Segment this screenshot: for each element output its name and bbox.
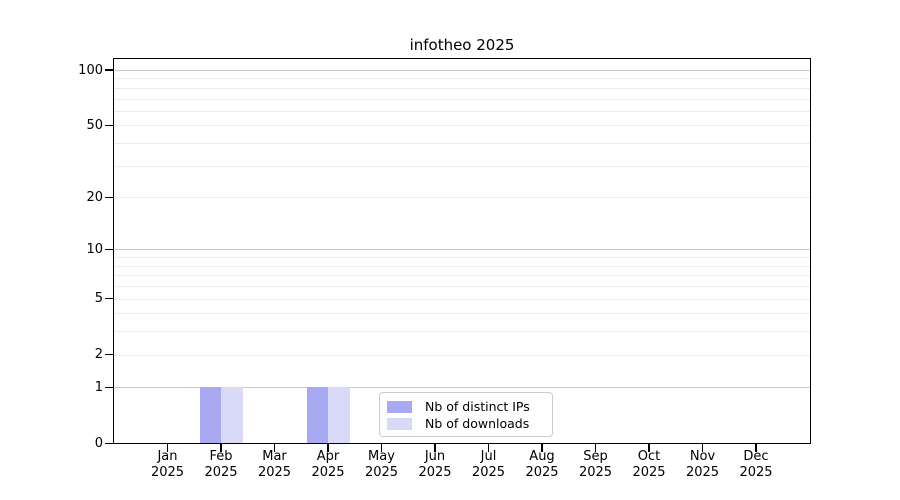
x-tick — [166, 444, 169, 452]
y-tick-label: 20 — [86, 189, 103, 205]
legend-item-downloads: Nb of downloads — [387, 416, 544, 432]
gridline — [113, 110, 811, 112]
bar-downloads-feb — [221, 387, 243, 444]
x-tick-label: Apr 2025 — [311, 449, 345, 480]
x-tick-label: Sep 2025 — [578, 449, 613, 480]
y-tick — [105, 297, 113, 300]
y-tick-label: 100 — [78, 62, 103, 78]
gridline — [113, 165, 811, 167]
x-tick — [487, 444, 490, 452]
gridline — [113, 70, 811, 71]
x-tick — [541, 444, 543, 452]
y-tick-label: 5 — [94, 291, 103, 306]
legend-label-distinct-ips: Nb of distinct IPs — [425, 399, 530, 414]
y-tick-label: 0 — [94, 436, 103, 451]
x-tick — [755, 444, 757, 452]
x-tick-label: Feb 2025 — [204, 449, 238, 480]
gridline — [113, 143, 811, 144]
x-tick-label: Aug 2025 — [525, 449, 559, 480]
x-tick — [327, 444, 329, 452]
y-tick-label: 1 — [94, 379, 103, 395]
x-tick-label: Jun 2025 — [418, 449, 452, 480]
legend-swatch-downloads — [387, 418, 412, 430]
gridline — [113, 257, 811, 259]
legend-swatch-distinct-ips — [387, 401, 412, 413]
x-tick-label: Mar 2025 — [257, 449, 292, 480]
legend-label-downloads: Nb of downloads — [425, 416, 530, 431]
x-tick — [220, 444, 222, 452]
y-tick — [105, 196, 113, 198]
gridline — [113, 331, 811, 333]
gridline — [113, 286, 811, 287]
y-tick-label: 2 — [94, 347, 103, 363]
y-tick — [105, 386, 113, 388]
y-tick — [105, 442, 113, 445]
gridline — [113, 354, 811, 356]
y-tick — [105, 69, 113, 71]
x-tick — [434, 444, 436, 452]
y-tick-label: 10 — [86, 241, 103, 257]
x-tick-label: Oct 2025 — [632, 449, 666, 480]
legend-item-distinct-ips: Nb of distinct IPs — [387, 399, 544, 415]
plot-frame — [113, 58, 811, 444]
gridline — [113, 275, 811, 277]
y-tick — [105, 248, 113, 250]
gridline — [113, 249, 811, 251]
gridline — [113, 98, 811, 100]
gridline — [113, 298, 811, 300]
plot-area: 0 1 2 5 10 20 50 100 Jan 2025 Feb 2025 Mar 2025 Apr… — [78, 58, 811, 480]
y-tick-label: 50 — [86, 117, 103, 133]
gridline — [113, 387, 811, 389]
y-tick — [105, 124, 113, 126]
x-tick-label: Jul 2025 — [471, 449, 506, 480]
gridline — [113, 78, 811, 80]
gridline — [113, 265, 811, 267]
bar-downloads-apr — [328, 387, 350, 444]
gridline — [113, 197, 811, 199]
x-tick — [648, 444, 650, 452]
x-tick — [594, 444, 597, 452]
bar-distinct-ips-feb — [199, 387, 221, 444]
x-tick — [701, 444, 704, 452]
x-tick-label: Jan 2025 — [150, 449, 185, 480]
x-tick — [273, 444, 276, 452]
x-tick-label: May 2025 — [364, 449, 399, 480]
gridline — [113, 313, 811, 315]
gridline — [113, 87, 811, 89]
x-tick-label: Nov 2025 — [685, 449, 720, 480]
x-tick-label: Dec 2025 — [739, 449, 773, 480]
chart-title: infotheo 2025 — [409, 36, 515, 54]
bar-distinct-ips-apr — [306, 387, 328, 444]
x-tick — [380, 444, 383, 452]
legend: Nb of distinct IPs Nb of downloads — [379, 392, 553, 437]
gridline — [113, 125, 811, 127]
y-tick — [105, 354, 113, 356]
